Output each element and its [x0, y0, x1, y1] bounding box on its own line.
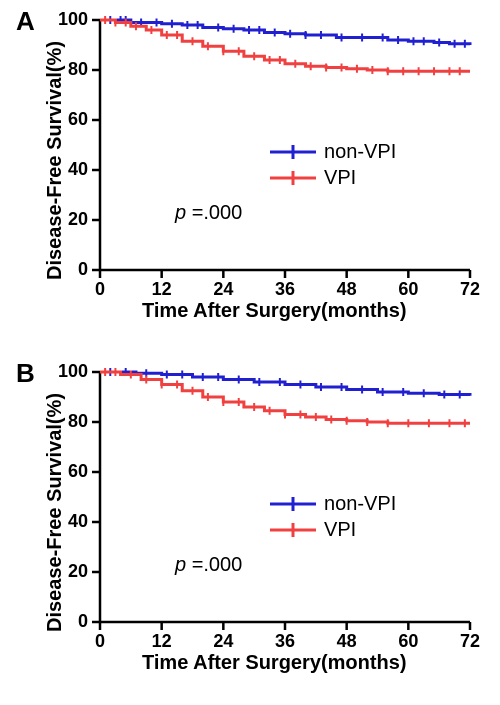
ytick-label: 100 — [50, 9, 88, 30]
chart-a — [0, 0, 500, 300]
xtick-label: 60 — [392, 631, 424, 652]
legend-a: non-VPI VPI — [270, 140, 396, 192]
xtick-label: 60 — [392, 279, 424, 300]
xtick-label: 0 — [84, 631, 116, 652]
ytick-label: 0 — [50, 611, 88, 632]
xtick-label: 72 — [454, 279, 486, 300]
legend-label: non-VPI — [324, 493, 396, 516]
ytick-label: 80 — [50, 411, 88, 432]
ytick-label: 20 — [50, 209, 88, 230]
legend-label: VPI — [324, 167, 356, 190]
legend-b: non-VPI VPI — [270, 492, 396, 544]
ytick-label: 40 — [50, 511, 88, 532]
xtick-label: 48 — [331, 279, 363, 300]
xlabel-a: Time After Surgery(months) — [142, 300, 406, 323]
ytick-label: 100 — [50, 361, 88, 382]
chart-svg-a — [0, 0, 500, 300]
legend-label: non-VPI — [324, 141, 396, 164]
xtick-label: 48 — [331, 631, 363, 652]
ytick-label: 60 — [50, 461, 88, 482]
chart-b — [0, 352, 500, 652]
xtick-label: 36 — [269, 279, 301, 300]
legend-label: VPI — [324, 519, 356, 542]
pvalue-b: p =.000 — [175, 554, 242, 577]
legend-item: non-VPI — [270, 492, 396, 516]
legend-item: VPI — [270, 166, 396, 190]
xlabel-b: Time After Surgery(months) — [142, 652, 406, 675]
xtick-label: 12 — [146, 279, 178, 300]
panel-b: B Disease-Free Survival(%) Time After Su… — [0, 352, 500, 705]
xtick-label: 12 — [146, 631, 178, 652]
xtick-label: 72 — [454, 631, 486, 652]
xtick-label: 24 — [207, 631, 239, 652]
xtick-label: 36 — [269, 631, 301, 652]
xtick-label: 0 — [84, 279, 116, 300]
pvalue-a: p =.000 — [175, 202, 242, 225]
xtick-label: 24 — [207, 279, 239, 300]
ytick-label: 80 — [50, 59, 88, 80]
legend-item: non-VPI — [270, 140, 396, 164]
chart-svg-b — [0, 352, 500, 652]
ytick-label: 40 — [50, 159, 88, 180]
legend-item: VPI — [270, 518, 396, 542]
ytick-label: 20 — [50, 561, 88, 582]
panel-a: A Disease-Free Survival(%) Time After Su… — [0, 0, 500, 352]
ytick-label: 60 — [50, 109, 88, 130]
ytick-label: 0 — [50, 259, 88, 280]
